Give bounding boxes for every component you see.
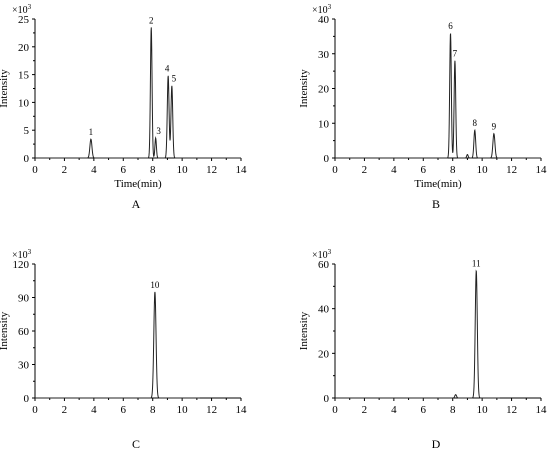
x-axis-label: Time(min) <box>414 178 462 190</box>
y-tick-label: 30 <box>18 360 30 372</box>
x-tick-label: 10 <box>477 404 489 416</box>
y-tick-label: 60 <box>18 326 30 338</box>
y-tick-label: 0 <box>24 393 30 405</box>
peak-label: 7 <box>453 49 458 59</box>
x-tick-label: 2 <box>362 164 368 176</box>
y-tick-label: 20 <box>318 84 330 96</box>
x-tick-label: 6 <box>421 164 427 176</box>
peak-label: 10 <box>150 280 160 290</box>
x-tick-label: 8 <box>150 164 156 176</box>
y-tick-label: 15 <box>18 70 30 82</box>
y-tick-label: 10 <box>18 97 30 109</box>
y-tick-label: 40 <box>318 14 330 26</box>
y-tick-label: 120 <box>13 259 30 271</box>
x-tick-label: 8 <box>450 164 456 176</box>
y-tick-label: 5 <box>24 125 30 137</box>
x-tick-label: 8 <box>150 404 156 416</box>
x-tick-label: 10 <box>477 164 489 176</box>
peak-label: 9 <box>492 122 497 132</box>
series-trace <box>35 27 241 159</box>
x-tick-label: 2 <box>62 164 68 176</box>
y-multiplier-exponent: 3 <box>328 248 332 256</box>
series-trace <box>335 269 500 399</box>
y-multiplier: ×103 <box>312 3 332 16</box>
x-tick-label: 0 <box>32 164 38 176</box>
y-tick-label: 20 <box>18 42 30 54</box>
x-tick-label: 2 <box>62 404 68 416</box>
y-tick-label: 10 <box>318 118 330 130</box>
peak-label: 3 <box>156 126 161 136</box>
panel-caption: C <box>132 437 140 451</box>
panel-caption: A <box>132 197 141 211</box>
peak-label: 5 <box>172 74 177 84</box>
y-tick-label: 90 <box>18 293 30 305</box>
x-tick-label: 0 <box>332 404 338 416</box>
x-tick-label: 12 <box>506 404 517 416</box>
x-tick-label: 14 <box>536 164 548 176</box>
x-tick-label: 6 <box>121 404 127 416</box>
y-tick-label: 0 <box>24 153 30 165</box>
y-multiplier: ×103 <box>312 248 332 261</box>
x-tick-label: 4 <box>91 164 97 176</box>
y-axis-label: Intensity <box>298 311 310 350</box>
panel-B: 0 2 4 6 8 10 12 14 0 10 20 30 40×103 Intensity Time(mi… <box>298 3 547 211</box>
peak-label: 8 <box>473 118 478 128</box>
x-tick-label: 12 <box>206 164 217 176</box>
y-tick-label: 40 <box>318 304 330 316</box>
y-tick-label: 30 <box>318 49 330 61</box>
x-tick-label: 14 <box>536 404 548 416</box>
x-tick-label: 12 <box>506 164 517 176</box>
y-multiplier-exponent: 3 <box>28 248 32 256</box>
x-tick-label: 0 <box>332 164 338 176</box>
peak-label: 11 <box>472 259 481 269</box>
y-tick-label: 0 <box>324 393 330 405</box>
series-trace <box>335 33 541 159</box>
x-tick-label: 6 <box>121 164 127 176</box>
x-tick-label: 6 <box>421 404 427 416</box>
peak-label: 6 <box>448 21 453 31</box>
y-multiplier: ×103 <box>12 3 32 16</box>
x-tick-label: 0 <box>32 404 38 416</box>
panel-caption: D <box>432 437 441 451</box>
x-tick-label: 10 <box>177 164 189 176</box>
x-tick-label: 4 <box>391 164 397 176</box>
x-tick-label: 2 <box>362 404 368 416</box>
y-axis-label: Intensity <box>0 311 10 350</box>
x-tick-label: 4 <box>391 404 397 416</box>
panel-D: 0 2 4 6 8 10 12 14 0 20 40 60×103 Intensity 11 D <box>298 248 547 451</box>
panel-A: 0 2 4 6 8 10 12 140510152025×103IntensityTime(m… <box>0 3 247 211</box>
y-tick-label: 0 <box>324 153 330 165</box>
y-axis-label: Intensity <box>298 69 310 108</box>
y-multiplier: ×103 <box>12 248 32 261</box>
panel-C: 0 2 4 6 8 10 12 14 0 30 60 90 120×103 Intensity 10 C <box>0 248 247 451</box>
y-multiplier-exponent: 3 <box>328 3 332 11</box>
peak-label: 4 <box>165 64 170 74</box>
x-tick-label: 14 <box>236 404 248 416</box>
y-multiplier-exponent: 3 <box>28 3 32 11</box>
y-tick-label: 20 <box>318 348 330 360</box>
x-tick-label: 8 <box>450 404 456 416</box>
peak-label: 1 <box>89 127 94 137</box>
x-tick-label: 10 <box>177 404 189 416</box>
y-tick-label: 25 <box>18 14 30 26</box>
x-axis-label: Time(min) <box>114 178 162 190</box>
x-tick-label: 4 <box>91 404 97 416</box>
y-axis-label: Intensity <box>0 69 10 108</box>
y-tick-label: 60 <box>318 259 330 271</box>
x-tick-label: 14 <box>236 164 248 176</box>
x-tick-label: 12 <box>206 404 217 416</box>
panel-caption: B <box>432 197 440 211</box>
peak-label: 2 <box>149 15 154 25</box>
series-trace <box>35 291 200 399</box>
